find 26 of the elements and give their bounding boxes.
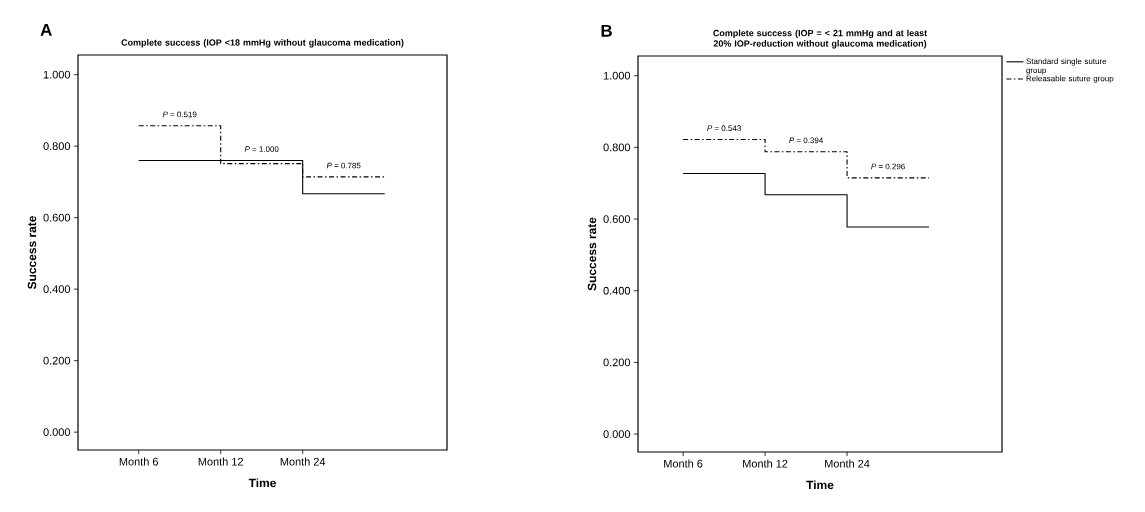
y-tick-label: 0.200 [603, 358, 631, 367]
y-tick-label: 0.000 [43, 428, 71, 437]
y-tick-label: 0.200 [43, 356, 71, 365]
y-tick-label: 0.000 [603, 430, 631, 438]
y-tick-label: 0.400 [43, 285, 71, 294]
x-tick-label: Month 24 [280, 457, 326, 466]
y-tick-label: 1.000 [603, 71, 631, 80]
x-axis-title: Time [806, 480, 834, 490]
x-axis-title: Time [248, 478, 276, 488]
x-tick-label: Month 12 [198, 457, 243, 466]
x-tick-label: Month 24 [825, 459, 870, 468]
chart-title: Complete success (IOP = < 21 mmHg and at least 20% IOP-reduction without glaucoma medication) [713, 29, 928, 49]
x-tick-label: Month 12 [743, 459, 788, 468]
y-tick-label: 0.600 [603, 215, 631, 223]
text: B [601, 24, 612, 37]
text: A [40, 24, 52, 36]
x-tick-label: Month 6 [119, 457, 158, 466]
chart-title: Complete success (IOP <18 mmHg without glaucoma medication) [121, 39, 404, 48]
y-tick-label: 0.800 [603, 143, 631, 152]
y-tick-label: 0.800 [43, 142, 71, 151]
x-tick-label: Month 6 [664, 459, 703, 468]
y-tick-label: 1.000 [43, 70, 71, 79]
y-tick-label: 0.600 [43, 213, 71, 222]
y-tick-label: 0.400 [603, 286, 631, 295]
y-axis-title: Success rate [27, 216, 37, 290]
y-axis-title: Success rate [587, 217, 597, 291]
